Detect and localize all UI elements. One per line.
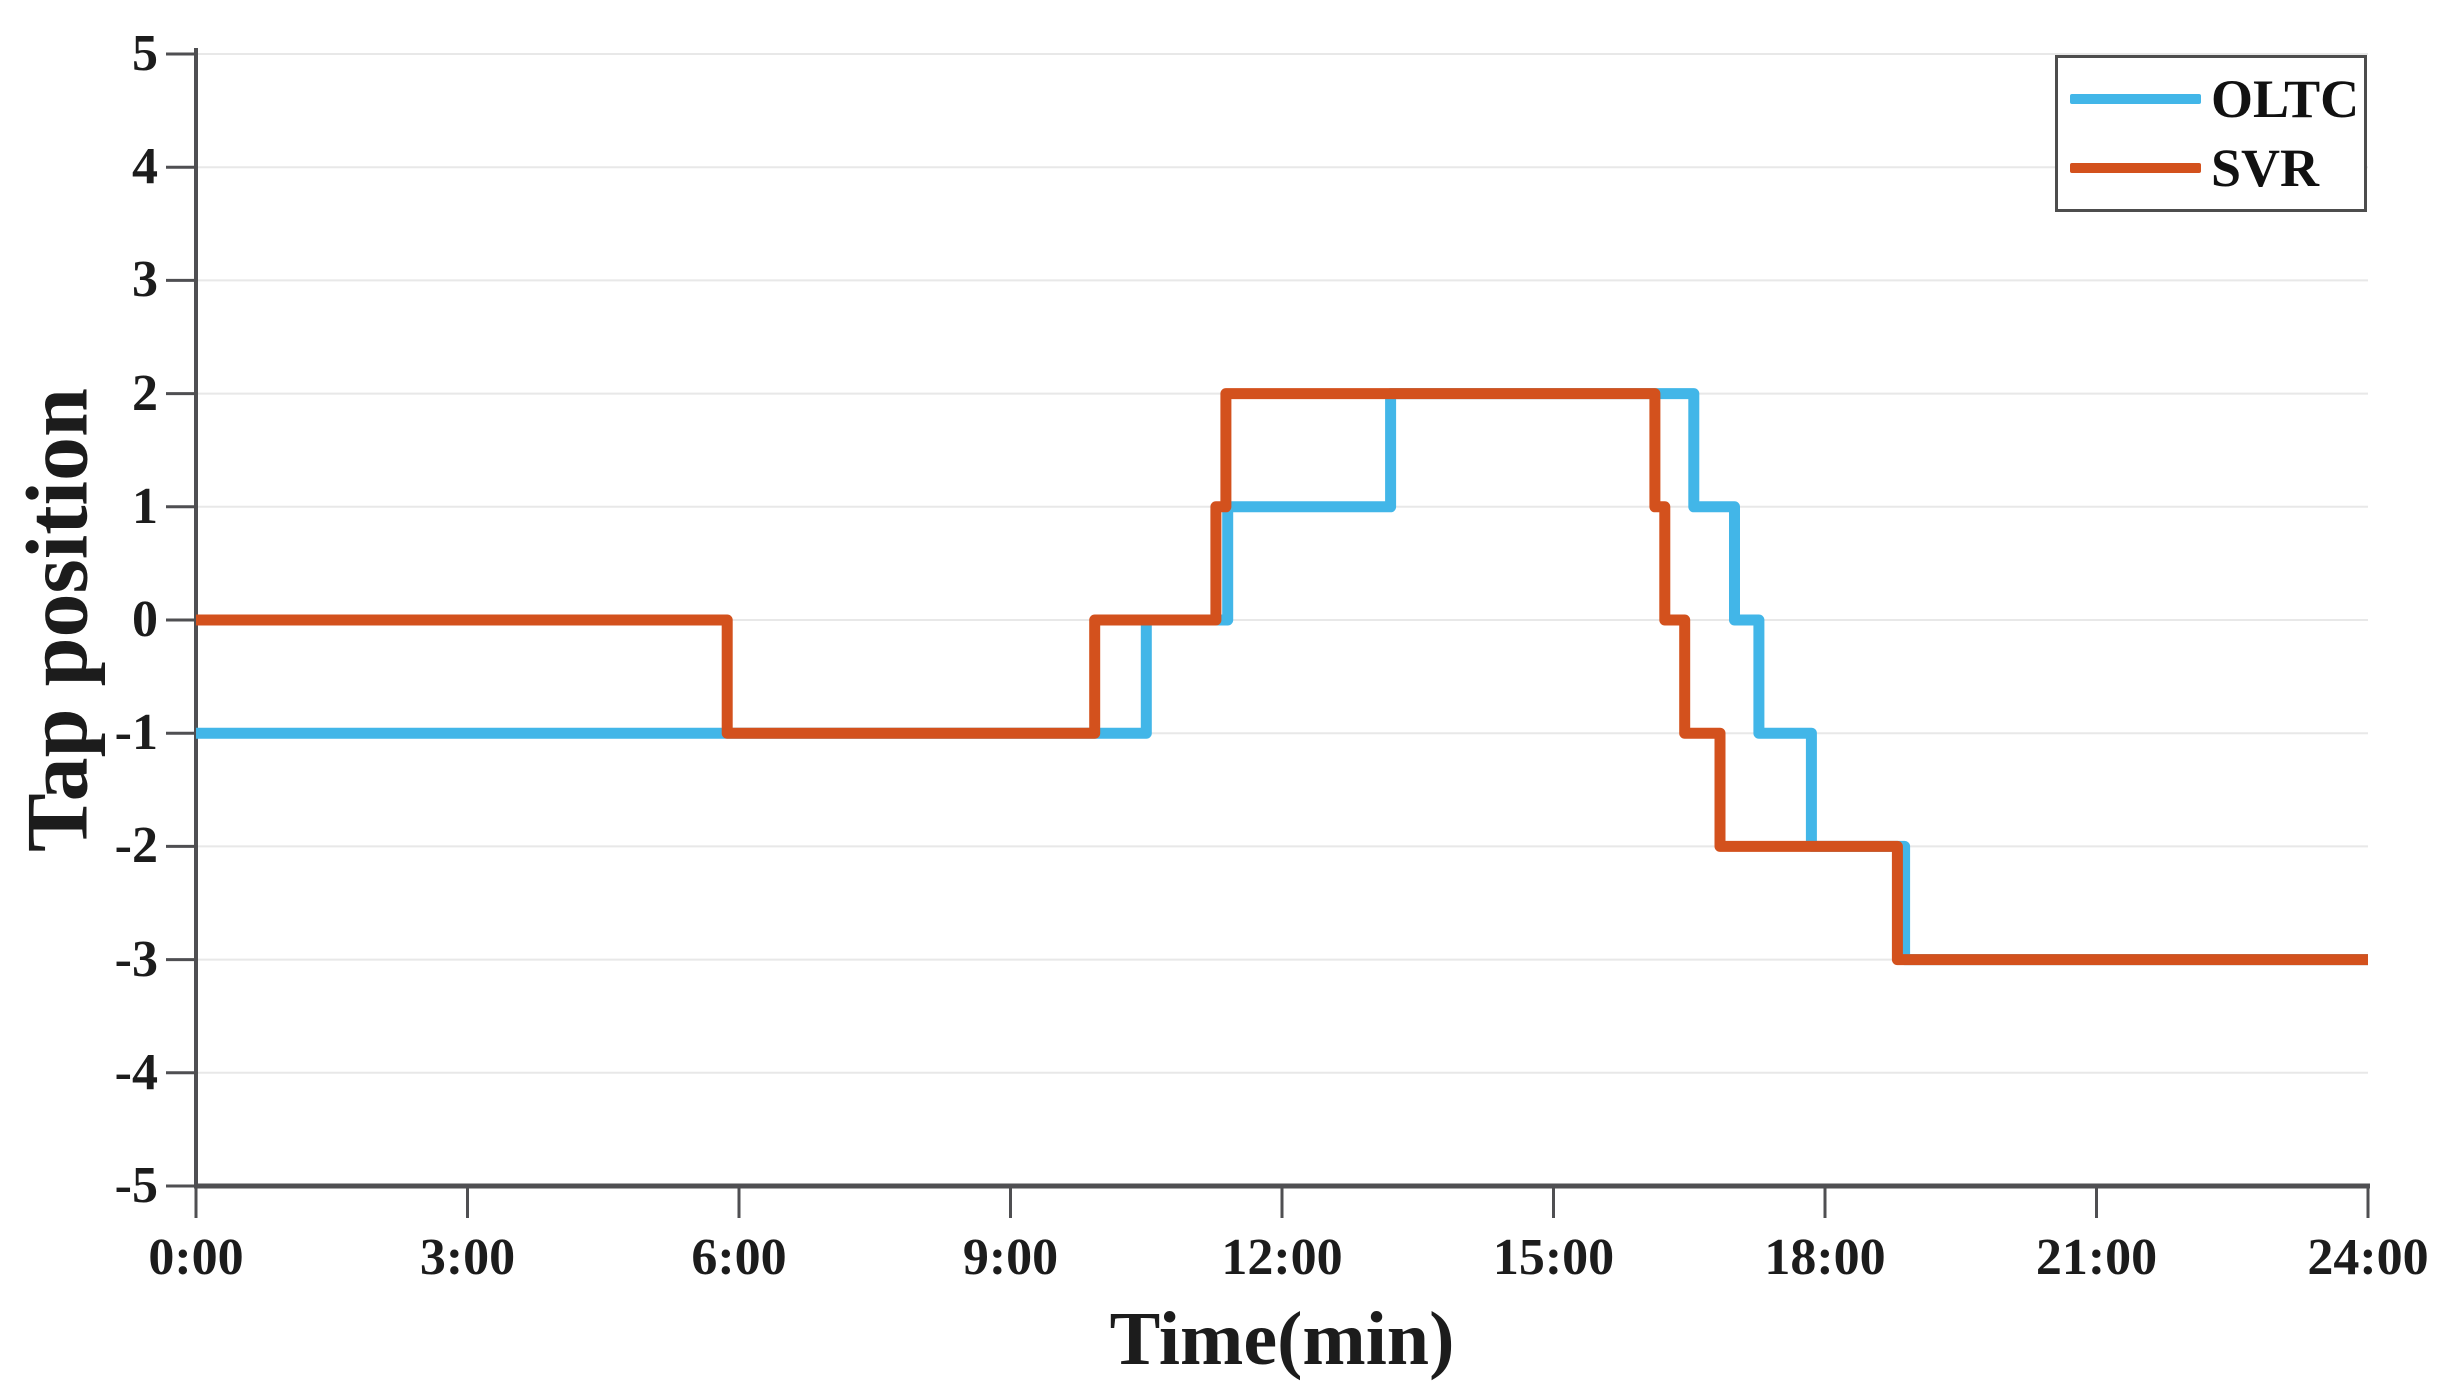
x-tick-label-18:00: 18:00	[1764, 1229, 1886, 1286]
y-axis-title: Tap position	[9, 388, 107, 852]
legend-label-svr: SVR	[2211, 138, 2320, 199]
y-tick-label-1: 1	[132, 477, 158, 535]
legend-label-oltc: OLTC	[2211, 68, 2360, 129]
legend-item-oltc: OLTC	[2058, 72, 2364, 126]
x-tick-label-0:00: 0:00	[148, 1229, 244, 1286]
x-axis-title: Time(min)	[1109, 1297, 1455, 1381]
y-tick-label-0: 0	[132, 591, 158, 648]
y-tick-label--4: -4	[114, 1043, 158, 1101]
y-tick-label--1: -1	[114, 704, 158, 762]
y-tick-label-2: 2	[132, 364, 158, 422]
oltc-line-swatch	[2070, 93, 2201, 104]
legend: OLTC SVR	[2055, 55, 2367, 212]
x-tick-label-15:00: 15:00	[1492, 1229, 1615, 1286]
x-tick-label-24:00: 24:00	[2307, 1229, 2429, 1286]
series-line-oltc	[196, 388, 2368, 966]
y-tick-label-5: 5	[132, 25, 158, 82]
x-tick-label-12:00: 12:00	[1221, 1229, 1343, 1286]
x-tick-label-3:00: 3:00	[419, 1229, 516, 1286]
series-line-svr	[196, 388, 2368, 966]
x-tick-label-6:00: 6:00	[691, 1229, 787, 1286]
y-tick-label-4: 4	[132, 138, 158, 196]
legend-item-svr: SVR	[2058, 141, 2364, 195]
y-tick-label--3: -3	[114, 930, 158, 988]
y-tick-label--5: -5	[114, 1157, 158, 1214]
x-tick-label-21:00: 21:00	[2035, 1229, 2158, 1286]
x-tick-label-9:00: 9:00	[962, 1229, 1059, 1286]
y-tick-label--2: -2	[114, 817, 158, 875]
y-tick-label-3: 3	[132, 251, 158, 309]
svr-line-swatch	[2070, 163, 2201, 174]
